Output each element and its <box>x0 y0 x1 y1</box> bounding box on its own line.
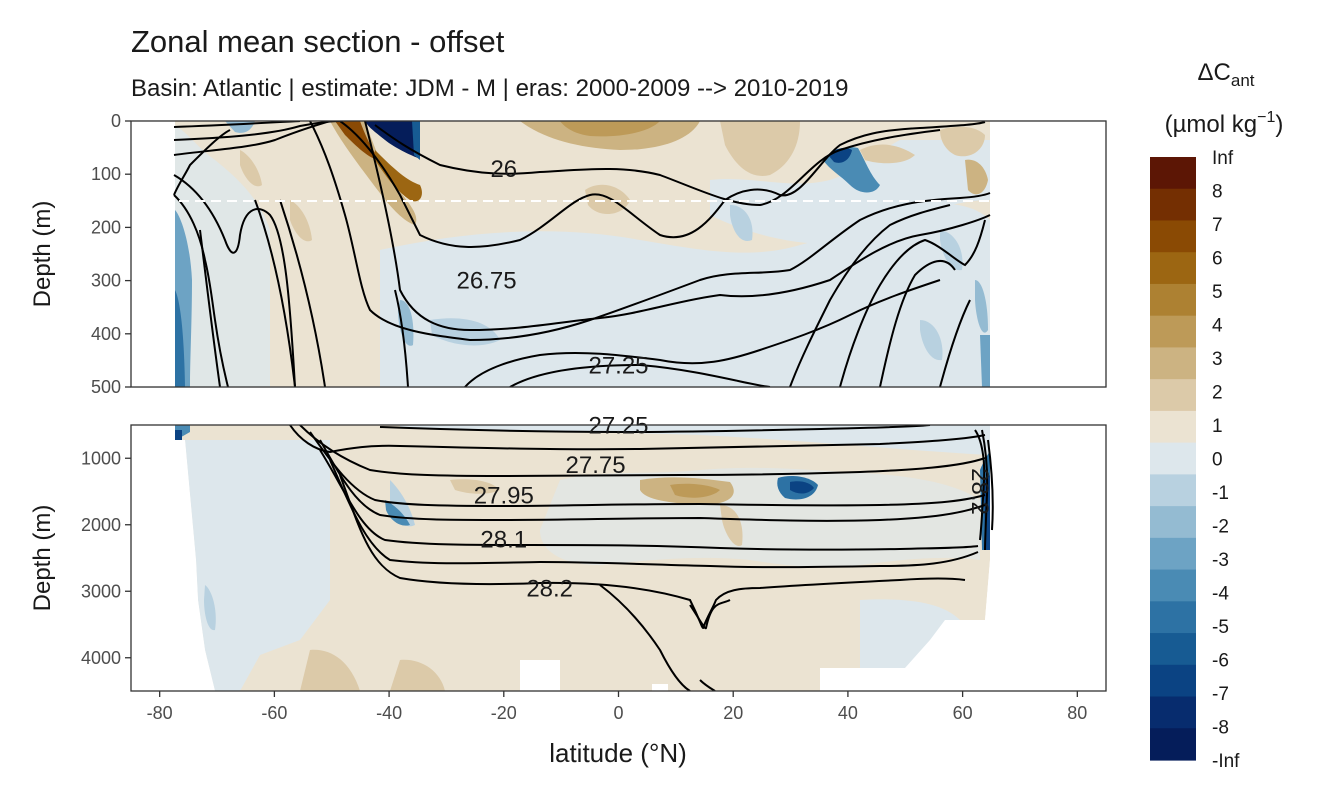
x-tick-label: -20 <box>491 703 517 723</box>
legend-unit: (µmol kg−1) <box>1165 109 1284 138</box>
y-tick-label: 1000 <box>81 448 121 468</box>
contour-label: 28.2 <box>966 468 993 515</box>
y-tick-label: 400 <box>91 324 121 344</box>
legend-label: 0 <box>1212 450 1223 471</box>
legend-labels: Inf 8 7 6 5 4 3 2 1 0 -1 -2 -3 -4 -5 -6 -7 -8 -Inf <box>1212 148 1240 772</box>
legend-swatch <box>1150 569 1196 602</box>
contour-label: 28.2 <box>526 576 573 603</box>
y-tick-label: 3000 <box>81 581 121 601</box>
legend-swatch <box>1150 315 1196 349</box>
y-tick-label: 500 <box>91 377 121 397</box>
legend-label: 3 <box>1212 349 1223 370</box>
x-tick-label: -80 <box>147 703 173 723</box>
panel-lower: 27.25 27.75 27.95 28.1 28.2 28.2 1000 2000 3000… <box>81 413 1107 723</box>
legend-unit-close: ) <box>1275 111 1283 138</box>
y-tick-label: 200 <box>91 217 121 237</box>
legend-swatch <box>1150 664 1196 698</box>
legend-label: 5 <box>1212 282 1223 303</box>
chart-title: Zonal mean section - offset <box>131 24 505 59</box>
legend-label: -8 <box>1212 718 1229 739</box>
legend: ΔCant (µmol kg−1) Inf 8 7 6 5 4 3 2 1 0 -1 -2 -3 -4 -5… <box>1150 59 1283 772</box>
y-tick-label: 300 <box>91 271 121 291</box>
contour-label: 26.75 <box>457 268 517 295</box>
density-contours-lower <box>289 425 994 691</box>
y-tick-label: 100 <box>91 164 121 184</box>
legend-label: -2 <box>1212 517 1229 538</box>
legend-title-main: ΔC <box>1197 59 1230 86</box>
legend-label: 4 <box>1212 316 1223 337</box>
x-tick-label: 20 <box>723 703 743 723</box>
contour-label: 27.25 <box>588 353 648 380</box>
legend-swatch <box>1150 410 1196 444</box>
legend-swatch <box>1150 442 1196 475</box>
legend-label: -6 <box>1212 651 1229 672</box>
legend-swatch <box>1150 633 1196 666</box>
legend-label: 6 <box>1212 249 1223 270</box>
legend-swatch <box>1150 283 1196 317</box>
legend-unit-sup: −1 <box>1257 109 1275 126</box>
y-axis-upper: 0 100 200 300 400 500 <box>91 111 131 397</box>
contour-label: 27.95 <box>474 482 534 509</box>
panel-upper-border <box>130 120 1107 388</box>
legend-label: 8 <box>1212 182 1223 203</box>
x-tick-label: 80 <box>1067 703 1087 723</box>
legend-swatch <box>1150 252 1196 285</box>
legend-title-sub: ant <box>1231 71 1255 90</box>
y-axis-title-upper: Depth (m) <box>29 201 56 308</box>
legend-swatch <box>1150 220 1196 253</box>
legend-swatch <box>1150 188 1196 222</box>
legend-label: -Inf <box>1212 751 1240 772</box>
legend-swatch <box>1150 537 1196 571</box>
legend-unit-main: (µmol kg <box>1165 111 1258 138</box>
y-axis-lower: 1000 2000 3000 4000 <box>81 448 131 668</box>
x-tick-label: 60 <box>953 703 973 723</box>
x-tick-label: -60 <box>261 703 287 723</box>
y-tick-label: 2000 <box>81 515 121 535</box>
contour-labels-upper: 26 26.75 27.25 <box>457 156 649 380</box>
chart-subtitle: Basin: Atlantic | estimate: JDM - M | er… <box>131 75 849 102</box>
x-axis-title: latitude (°N) <box>549 738 687 768</box>
y-tick-label: 4000 <box>81 648 121 668</box>
contour-label: 26 <box>490 156 517 183</box>
x-tick-label: 40 <box>838 703 858 723</box>
legend-swatch <box>1150 474 1196 507</box>
legend-label: 7 <box>1212 215 1223 236</box>
legend-label: -5 <box>1212 617 1229 638</box>
legend-swatch <box>1150 601 1196 634</box>
legend-colorbar <box>1150 157 1196 761</box>
legend-swatch <box>1150 157 1196 190</box>
legend-label: -4 <box>1212 584 1229 605</box>
contour-label: 27.75 <box>566 452 626 479</box>
legend-swatch <box>1150 347 1196 380</box>
legend-swatch <box>1150 379 1196 412</box>
legend-swatch <box>1150 728 1196 761</box>
legend-label: -7 <box>1212 684 1229 705</box>
contour-label: 27.25 <box>588 413 648 440</box>
legend-label: 2 <box>1212 383 1223 404</box>
legend-label: -3 <box>1212 550 1229 571</box>
delta-field-upper <box>131 121 1106 387</box>
legend-swatch <box>1150 696 1196 729</box>
contour-labels-lower: 27.25 27.75 27.95 28.1 28.2 28.2 <box>474 413 993 603</box>
x-axis: -80 -60 -40 -20 0 20 40 60 80 <box>147 691 1087 723</box>
y-tick-label: 0 <box>111 111 121 131</box>
x-tick-label: 0 <box>613 703 623 723</box>
contour-label: 28.1 <box>480 526 527 553</box>
y-axis-title-lower: Depth (m) <box>29 505 56 612</box>
x-tick-label: -40 <box>376 703 402 723</box>
legend-title: ΔCant <box>1197 59 1254 90</box>
panel-upper: 26 26.75 27.25 0 100 200 300 400 500 <box>91 111 1107 397</box>
legend-label: 1 <box>1212 416 1223 437</box>
legend-swatch <box>1150 506 1196 539</box>
legend-label: Inf <box>1212 148 1234 169</box>
delta-field-lower <box>131 425 1106 691</box>
legend-label: -1 <box>1212 483 1229 504</box>
